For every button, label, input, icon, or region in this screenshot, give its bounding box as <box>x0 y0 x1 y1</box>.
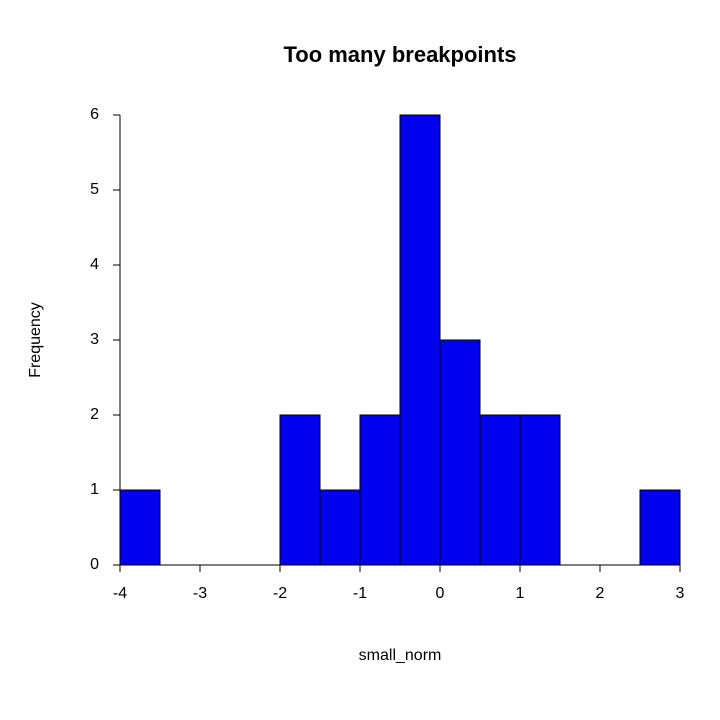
histogram-bar <box>640 490 680 565</box>
chart-title: Too many breakpoints <box>283 42 516 67</box>
histogram-bar <box>440 340 480 565</box>
histogram-bar <box>120 490 160 565</box>
y-tick-label: 2 <box>90 406 99 423</box>
y-tick-label: 4 <box>90 256 99 273</box>
y-tick-label: 1 <box>90 481 99 498</box>
x-tick-label: -1 <box>353 585 367 602</box>
x-tick-label: 1 <box>516 585 525 602</box>
y-tick-label: 6 <box>90 106 99 123</box>
x-tick-label: 3 <box>676 585 685 602</box>
y-tick-label: 5 <box>90 181 99 198</box>
histogram-bar <box>360 415 400 565</box>
histogram-bar <box>520 415 560 565</box>
x-tick-label: -3 <box>193 585 207 602</box>
x-tick-label: -4 <box>113 585 127 602</box>
x-tick-label: 0 <box>436 585 445 602</box>
histogram-bar <box>480 415 520 565</box>
y-axis-label: Frequency <box>27 302 44 378</box>
histogram-bar <box>400 115 440 565</box>
histogram-bar <box>320 490 360 565</box>
x-axis-label: small_norm <box>359 647 442 664</box>
histogram-bar <box>280 415 320 565</box>
histogram-chart: Too many breakpoints -4 -3 -2 -1 0 1 2 3 0 1 2 3 4 5 6 s… <box>0 0 720 720</box>
x-tick-label: -2 <box>273 585 287 602</box>
y-tick-label: 0 <box>90 556 99 573</box>
y-tick-label: 3 <box>90 331 99 348</box>
x-tick-label: 2 <box>596 585 605 602</box>
